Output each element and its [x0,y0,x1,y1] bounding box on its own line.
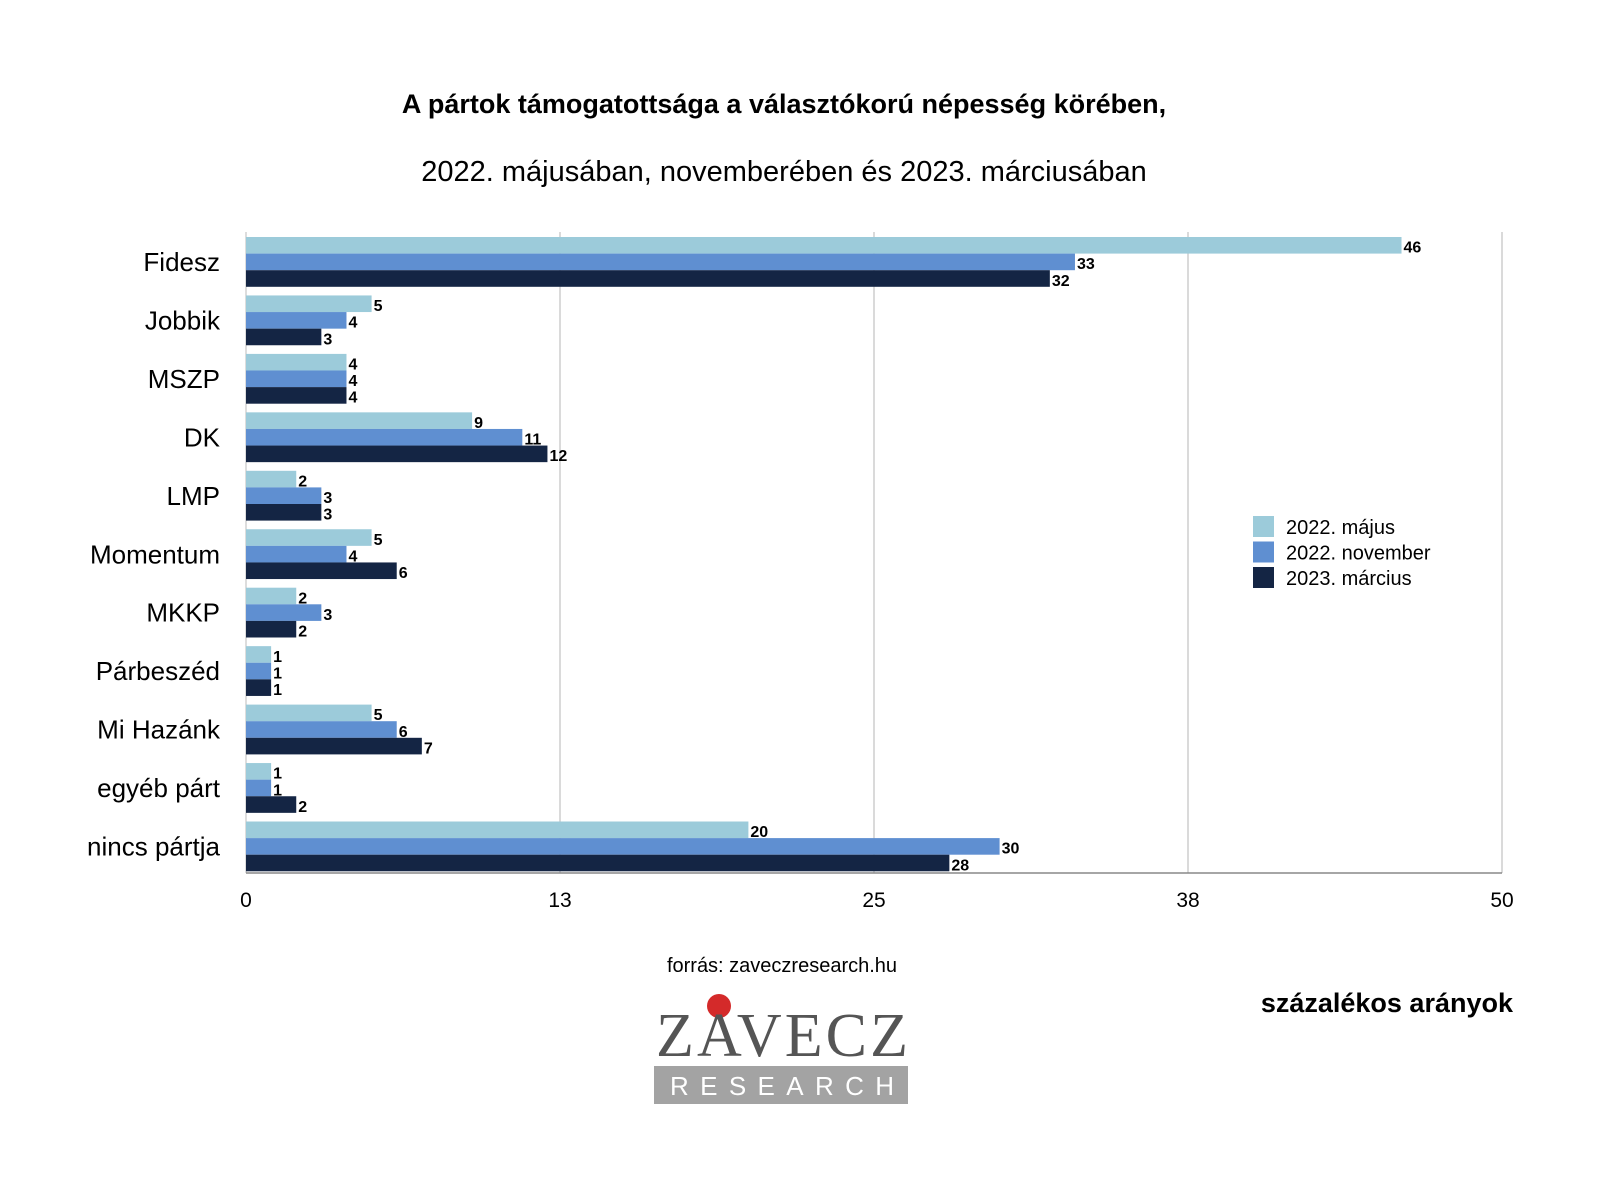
bar-0 [246,237,1402,254]
data-label: 4 [348,390,357,407]
category-label: DK [184,422,221,452]
bar-0 [246,353,347,371]
logo-main-text: ZAVECZ [656,1002,908,1070]
bar-1 [246,838,1000,855]
bar-2 [246,562,397,580]
legend-swatch [1253,541,1274,563]
legend-label: 2022. május [1286,517,1395,539]
logo-sub-band [654,1066,908,1104]
chart-subtitle: 2022. májusában, novemberében és 2023. m… [421,156,1146,188]
category-label: MSZP [148,364,220,394]
x-tick-label: 50 [1490,889,1513,912]
bar-2 [246,796,297,813]
bar-0 [246,412,473,429]
data-label: 1 [273,649,282,666]
data-label: 7 [424,740,433,757]
data-label: 6 [399,565,408,582]
data-label: 32 [1052,273,1070,290]
data-label: 1 [273,665,282,682]
bar-2 [246,737,422,755]
bar-2 [246,270,1050,287]
data-label: 2 [298,473,307,490]
data-label: 1 [273,766,282,783]
category-label: egyéb párt [97,773,221,803]
bar-1 [246,370,347,388]
category-label: nincs pártja [87,832,220,862]
bar-2 [246,854,950,872]
bar-0 [246,821,749,839]
x-tick-label: 0 [240,889,252,912]
data-label: 2 [298,590,307,607]
x-tick-label: 38 [1176,889,1199,912]
unit-note: százalékos arányok [1261,988,1514,1018]
category-label: Párbeszéd [96,656,220,686]
category-label: Mi Hazánk [97,715,221,745]
data-label: 12 [549,448,567,465]
bar-2 [246,620,297,638]
bar-0 [246,763,272,780]
data-label: 4 [348,315,357,332]
bar-2 [246,328,322,346]
legend: 2022. május 2022. november 2023. március [1253,516,1431,590]
data-label: 9 [474,415,483,432]
data-label: 20 [750,824,768,841]
bar-1 [246,604,322,621]
zavecz-logo: ZAVECZ RESEARCH [654,994,908,1104]
bar-0 [246,295,372,313]
bar-2 [246,679,272,696]
data-label: 3 [323,507,332,524]
bar-1 [246,662,272,680]
data-label: 46 [1404,240,1422,257]
bar-1 [246,312,347,329]
data-label: 1 [273,682,282,699]
legend-label: 2023. március [1286,568,1412,590]
bar-2 [246,504,322,521]
data-label: 2 [298,624,307,641]
bar-2 [246,387,347,404]
bar-0 [246,704,372,722]
data-label: 33 [1077,256,1095,273]
data-label: 5 [374,298,383,315]
data-label: 3 [323,607,332,624]
legend-swatch [1253,516,1274,537]
source-note: forrás: zaveczresearch.hu [667,955,897,977]
data-label: 3 [323,490,332,507]
data-label: 6 [399,724,408,741]
category-label: Fidesz [143,247,220,277]
category-label: LMP [167,481,220,511]
category-label: Momentum [90,539,220,569]
bar-1 [246,721,397,738]
data-label: 30 [1002,841,1020,858]
category-label: MKKP [146,598,220,628]
bar-1 [246,253,1075,271]
data-label: 4 [348,373,357,390]
bar-1 [246,545,347,563]
bar-0 [246,646,272,663]
legend-swatch [1253,567,1274,588]
data-label: 2 [298,799,307,816]
bar-1 [246,487,322,504]
bar-0 [246,587,297,605]
data-label: 28 [951,857,969,874]
chart-title: A pártok támogatottsága a választókorú n… [402,89,1166,119]
bar-1 [246,779,272,797]
category-label: Jobbik [145,305,221,335]
x-tick-label: 13 [548,889,571,912]
x-tick-label: 25 [862,889,885,912]
data-label: 5 [374,707,383,724]
data-label: 5 [374,532,383,549]
logo-red-dot [707,994,731,1018]
legend-label: 2022. november [1286,543,1431,565]
data-label: 1 [273,782,282,799]
bar-2 [246,445,548,463]
bar-0 [246,470,297,488]
data-label: 11 [524,432,541,449]
data-label: 3 [323,331,332,348]
bar-0 [246,529,372,546]
bar-1 [246,428,523,446]
data-label: 4 [348,548,357,565]
data-label: 4 [348,357,357,374]
